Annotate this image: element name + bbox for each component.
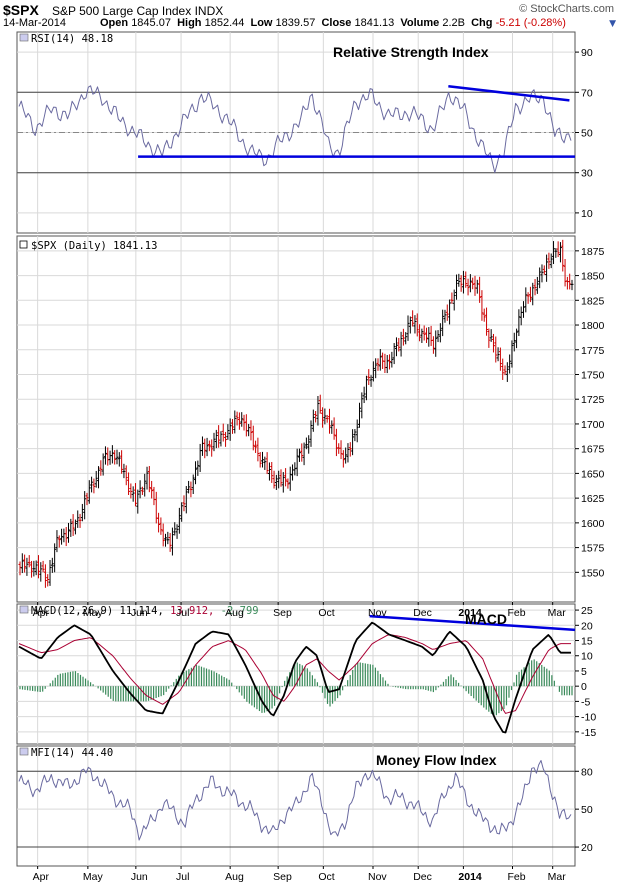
price-tick-label: 1800 xyxy=(581,320,605,332)
macd-tick-label: 0 xyxy=(581,681,587,693)
bottom-month-label: Aug xyxy=(225,871,244,883)
close-value: 1841.13 xyxy=(354,17,395,29)
volume-value: 2.2B xyxy=(442,17,465,29)
chg-value: -5.21 (-0.28%) xyxy=(495,17,566,29)
open-value: 1845.07 xyxy=(131,17,171,29)
rsi-line xyxy=(18,85,572,174)
mfi-annotation: Money Flow Index xyxy=(376,752,497,768)
index-name: S&P 500 Large Cap Index INDX xyxy=(52,4,223,18)
price-tick-label: 1575 xyxy=(581,543,605,555)
high-label: High xyxy=(177,17,202,29)
macd-line xyxy=(18,621,571,734)
price-tick-label: 1550 xyxy=(581,567,605,579)
bottom-month-label: Dec xyxy=(413,871,432,883)
price-month-label: 2014 xyxy=(458,607,482,619)
price-month-label: Aug xyxy=(225,607,244,619)
bottom-month-label: Oct xyxy=(318,871,334,883)
low-label: Low xyxy=(250,17,273,29)
price-month-label: May xyxy=(83,607,104,619)
volume-label: Volume xyxy=(400,17,440,29)
price-legend-label: $SPX (Daily) 1841.13 xyxy=(31,240,157,252)
close-label: Close xyxy=(321,17,352,29)
macd-signal-line xyxy=(18,634,571,714)
rsi-tick-label: 50 xyxy=(581,128,593,140)
price-tick-label: 1775 xyxy=(581,345,605,357)
macd-trendline xyxy=(369,614,576,632)
quote-date: 14-Mar-2014 xyxy=(3,17,66,29)
bottom-month-label: Apr xyxy=(33,871,50,883)
macd-tick-label: 15 xyxy=(581,636,593,648)
mfi-tick-label: 80 xyxy=(581,766,593,778)
price-tick-label: 1650 xyxy=(581,468,605,480)
bottom-month-label: Feb xyxy=(508,871,526,883)
bottom-month-label: May xyxy=(83,871,104,883)
macd-tick-label: -15 xyxy=(581,727,596,739)
bottom-month-label: Mar xyxy=(548,871,567,883)
stockcharts-logo[interactable]: © StockCharts.com xyxy=(519,3,614,15)
macd-tick-label: 5 xyxy=(581,666,587,678)
rsi-annotation: Relative Strength Index xyxy=(333,44,489,60)
rsi-legend-swatch xyxy=(19,33,29,42)
mfi-legend-label: MFI(14) 44.40 xyxy=(31,747,113,759)
price-tick-label: 1725 xyxy=(581,394,605,406)
mfi-line xyxy=(18,760,572,841)
index-name-text: S&P 500 Large Cap Index xyxy=(52,4,192,18)
price-legend-icon xyxy=(19,240,28,249)
chart-header: $SPX S&P 500 Large Cap Index INDX 14-Mar… xyxy=(0,0,620,30)
bottom-month-label: Nov xyxy=(368,871,387,883)
open-label: Open xyxy=(100,17,129,29)
chg-label: Chg xyxy=(471,17,493,29)
rsi-legend-label: RSI(14) 48.18 xyxy=(31,33,113,45)
macd-legend-label: MACD(12,26,9) 11.114, 13.912, -2.799 xyxy=(31,605,259,617)
low-value: 1839.57 xyxy=(275,17,316,29)
price-month-label: Dec xyxy=(413,607,432,619)
mfi-legend-swatch xyxy=(19,747,29,756)
price-tick-label: 1750 xyxy=(581,369,605,381)
price-tick-label: 1675 xyxy=(581,444,605,456)
price-tick-label: 1850 xyxy=(581,271,605,283)
mfi-tick-label: 20 xyxy=(581,842,593,854)
macd-legend-swatch xyxy=(19,605,29,614)
exchange-label: INDX xyxy=(194,4,224,18)
macd-tick-label: 20 xyxy=(581,620,593,632)
high-value: 1852.44 xyxy=(204,17,245,29)
price-tick-label: 1700 xyxy=(581,419,605,431)
price-month-label: Jun xyxy=(131,607,148,619)
price-month-label: Nov xyxy=(368,607,387,619)
macd-tick-label: -10 xyxy=(581,712,596,724)
rsi-tick-label: 10 xyxy=(581,208,593,220)
price-month-label: Jul xyxy=(176,607,189,619)
price-month-label: Feb xyxy=(508,607,526,619)
price-tick-label: 1825 xyxy=(581,295,605,307)
quote-summary: Open 1845.07 High 1852.44 Low 1839.57 Cl… xyxy=(100,17,566,29)
macd-tick-label: 10 xyxy=(581,651,593,663)
rsi-tick-label: 70 xyxy=(581,87,593,99)
rsi-resistance-trendline xyxy=(448,85,570,102)
rsi-tick-label: 90 xyxy=(581,47,593,59)
chevron-down-icon[interactable]: ▼ xyxy=(609,19,616,29)
price-month-label: Apr xyxy=(33,607,50,619)
price-month-label: Sep xyxy=(273,607,292,619)
price-tick-label: 1625 xyxy=(581,493,605,505)
bottom-month-label: Sep xyxy=(273,871,292,883)
macd-annotation: MACD xyxy=(465,611,507,627)
mfi-panel-frame xyxy=(16,745,576,867)
macd-tick-label: -5 xyxy=(581,696,590,708)
price-tick-label: 1600 xyxy=(581,518,605,530)
bottom-month-label: Jul xyxy=(176,871,189,883)
rsi-tick-label: 30 xyxy=(581,168,593,180)
price-month-label: Mar xyxy=(548,607,567,619)
symbol-label: $SPX xyxy=(3,2,39,18)
bottom-month-label: Jun xyxy=(131,871,148,883)
mfi-tick-label: 50 xyxy=(581,804,593,816)
price-month-label: Oct xyxy=(318,607,334,619)
macd-tick-label: 25 xyxy=(581,605,593,617)
price-tick-label: 1875 xyxy=(581,246,605,258)
macd-panel-frame xyxy=(16,603,576,745)
bottom-month-label: 2014 xyxy=(458,871,482,883)
